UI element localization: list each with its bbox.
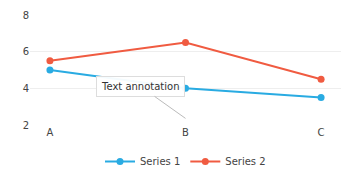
svg-text:A: A xyxy=(47,127,54,138)
svg-text:B: B xyxy=(182,127,189,138)
svg-text:6: 6 xyxy=(23,46,29,57)
svg-text:Text annotation: Text annotation xyxy=(101,81,180,92)
svg-text:8: 8 xyxy=(23,10,29,21)
svg-text:4: 4 xyxy=(23,83,29,94)
svg-text:C: C xyxy=(318,127,325,138)
svg-text:Series 2: Series 2 xyxy=(225,156,265,167)
svg-text:2: 2 xyxy=(23,120,29,131)
svg-text:Series 1: Series 1 xyxy=(140,156,180,167)
